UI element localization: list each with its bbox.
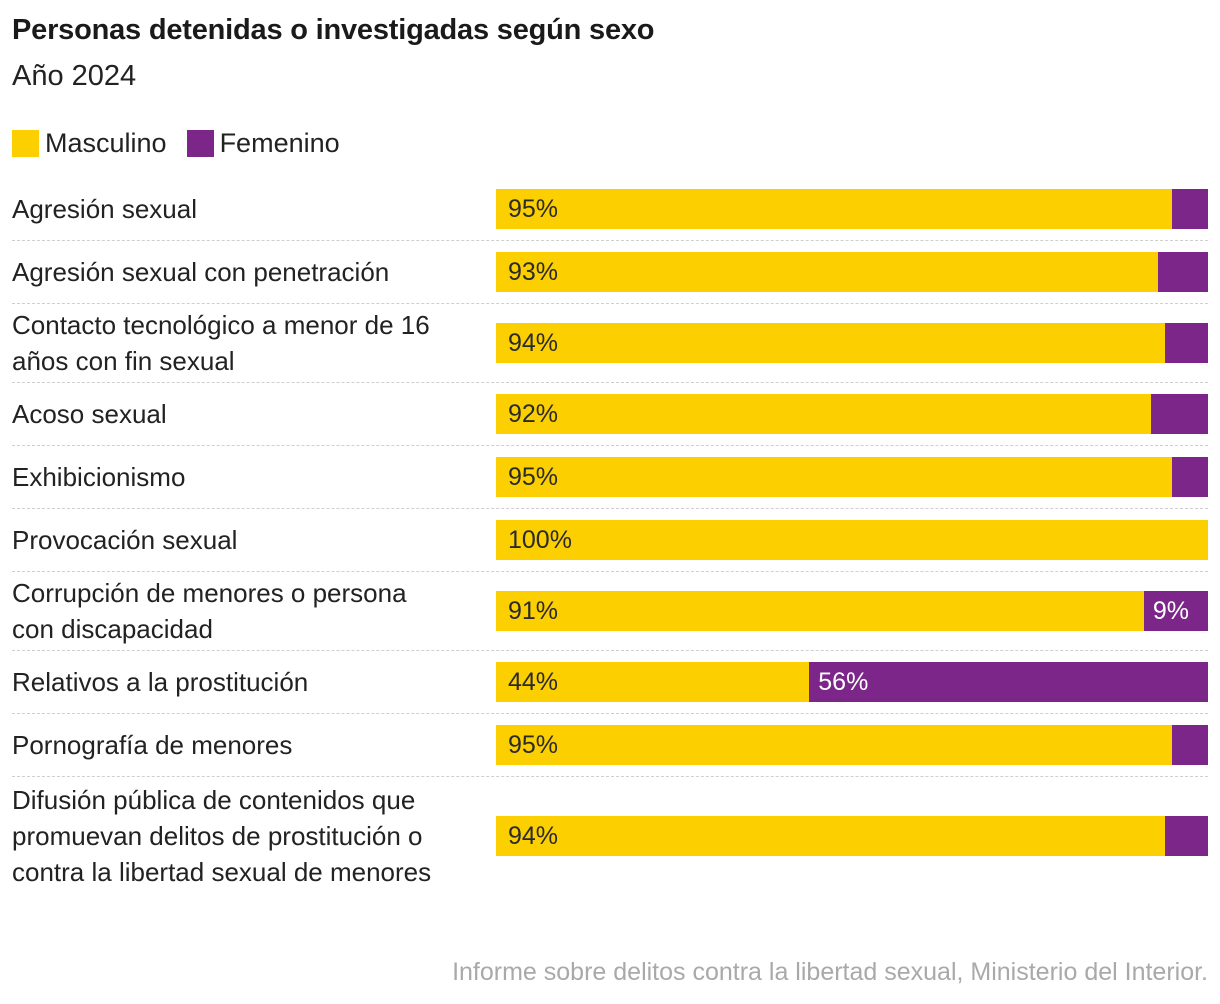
bar-row: Exhibicionismo 95% xyxy=(12,446,1208,509)
legend-item-masculino: Masculino xyxy=(12,128,167,159)
bar-row: Difusión pública de contenidos que promue… xyxy=(12,777,1208,895)
category-label-line: contra la libertad sexual de menores xyxy=(12,857,432,887)
data-label-femenino: 56% xyxy=(818,668,869,696)
stacked-bar: 94% xyxy=(496,323,1208,363)
bar-segment-femenino xyxy=(1151,394,1208,434)
stacked-bar: 95% xyxy=(496,189,1208,229)
legend-swatch-masculino xyxy=(12,130,39,157)
bar-row: Corrupción de menores o persona con disca… xyxy=(12,572,1208,651)
legend-label-femenino: Femenino xyxy=(219,128,340,158)
category-label-line: Difusión pública de contenidos que xyxy=(12,785,416,815)
bar-segment-femenino xyxy=(1172,189,1208,229)
category-label: Agresión sexual xyxy=(12,191,492,227)
bar-segment-masculino: 94% xyxy=(496,323,1166,363)
legend-swatch-femenino xyxy=(186,130,214,157)
chart-title: Personas detenidas o investigadas según … xyxy=(12,14,655,46)
bar-segment-femenino xyxy=(1165,816,1208,856)
bar-segment-femenino xyxy=(1172,457,1208,497)
legend-label-masculino: Masculino xyxy=(45,128,167,158)
category-label: Acoso sexual xyxy=(12,396,492,432)
bar-segment-femenino: 56% xyxy=(809,662,1208,702)
data-label-masculino: 94% xyxy=(508,329,559,357)
data-label-masculino: 91% xyxy=(508,597,559,625)
data-label-femenino: 9% xyxy=(1152,597,1190,625)
bar-segment-masculino: 95% xyxy=(496,189,1173,229)
category-label-line: Agresión sexual xyxy=(12,194,197,224)
data-label-masculino: 95% xyxy=(508,463,559,491)
category-label-line: Exhibicionismo xyxy=(12,462,186,492)
bar-segment-femenino xyxy=(1165,323,1208,363)
category-label-line: promuevan delitos de prostitución o xyxy=(12,821,423,851)
bar-segment-masculino: 95% xyxy=(496,725,1173,765)
bar-segment-femenino xyxy=(1158,252,1208,292)
category-label: Relativos a la prostitución xyxy=(12,664,492,700)
stacked-bar: 92% xyxy=(496,394,1208,434)
category-label-line: con discapacidad xyxy=(12,614,213,644)
category-label: Exhibicionismo xyxy=(12,459,492,495)
bar-segment-masculino: 44% xyxy=(496,662,810,702)
category-label-line: Provocación sexual xyxy=(12,525,238,555)
category-label-line: Relativos a la prostitución xyxy=(12,667,309,697)
data-label-masculino: 95% xyxy=(508,731,559,759)
category-label-line: años con fin sexual xyxy=(12,346,235,376)
data-label-masculino: 95% xyxy=(508,195,559,223)
legend-item-femenino: Femenino xyxy=(186,128,340,159)
category-label: Provocación sexual xyxy=(12,522,492,558)
category-label-line: Pornografía de menores xyxy=(12,730,293,760)
bar-row: Agresión sexual con penetración 93% xyxy=(12,241,1208,304)
stacked-bar: 44% 56% xyxy=(496,662,1208,702)
bar-segment-femenino xyxy=(1172,725,1208,765)
stacked-bar: 95% xyxy=(496,457,1208,497)
data-label-masculino: 92% xyxy=(508,400,559,428)
chart-subtitle: Año 2024 xyxy=(12,60,137,92)
bar-row: Acoso sexual 92% xyxy=(12,383,1208,446)
stacked-bar: 100% xyxy=(496,520,1208,560)
bar-segment-masculino: 95% xyxy=(496,457,1173,497)
legend: Masculino Femenino xyxy=(12,128,360,159)
data-label-masculino: 100% xyxy=(508,526,572,554)
bar-row: Relativos a la prostitución 44% 56% xyxy=(12,651,1208,714)
bar-segment-masculino: 92% xyxy=(496,394,1152,434)
stacked-bar: 93% xyxy=(496,252,1208,292)
category-label: Difusión pública de contenidos que promue… xyxy=(12,782,492,890)
category-label-line: Corrupción de menores o persona xyxy=(12,578,407,608)
category-label: Pornografía de menores xyxy=(12,727,492,763)
bar-segment-masculino: 100% xyxy=(496,520,1208,560)
bar-row: Contacto tecnológico a menor de 16 años c… xyxy=(12,304,1208,383)
stacked-bar: 95% xyxy=(496,725,1208,765)
bar-row: Agresión sexual 95% xyxy=(12,178,1208,241)
bar-row: Pornografía de menores 95% xyxy=(12,714,1208,777)
category-label-line: Contacto tecnológico a menor de 16 xyxy=(12,310,430,340)
data-label-masculino: 44% xyxy=(508,668,559,696)
category-label: Corrupción de menores o persona con disca… xyxy=(12,575,492,647)
bar-row: Provocación sexual 100% xyxy=(12,509,1208,572)
data-label-masculino: 94% xyxy=(508,822,559,850)
bar-segment-femenino: 9% xyxy=(1143,591,1208,631)
category-label: Agresión sexual con penetración xyxy=(12,254,492,290)
stacked-bar: 94% xyxy=(496,816,1208,856)
stacked-bar: 91% 9% xyxy=(496,591,1208,631)
bar-chart: Agresión sexual 95% Agresión sexual con pe… xyxy=(12,178,1208,895)
bar-segment-masculino: 93% xyxy=(496,252,1159,292)
category-label-line: Agresión sexual con penetración xyxy=(12,257,390,287)
source-note: Informe sobre delitos contra la libertad… xyxy=(452,958,1208,986)
bar-segment-masculino: 94% xyxy=(496,816,1166,856)
data-label-masculino: 93% xyxy=(508,258,559,286)
category-label-line: Acoso sexual xyxy=(12,399,167,429)
bar-segment-masculino: 91% xyxy=(496,591,1144,631)
category-label: Contacto tecnológico a menor de 16 años c… xyxy=(12,307,492,379)
